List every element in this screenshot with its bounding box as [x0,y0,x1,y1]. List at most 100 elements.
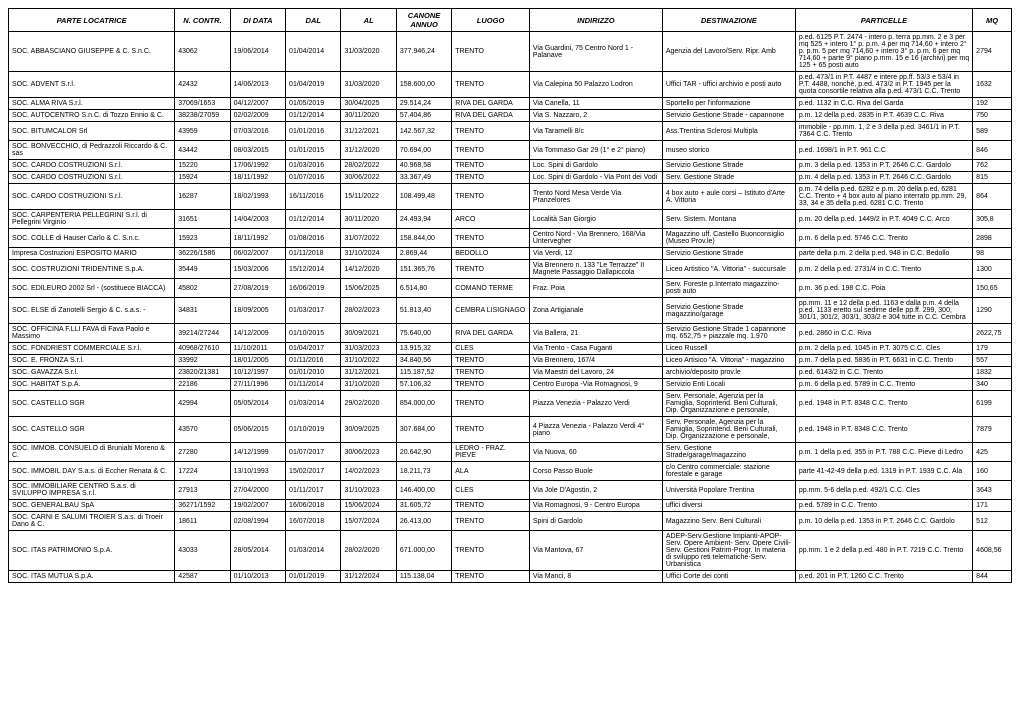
cell: p.ed. 201 in P.T. 1260 C.C. Trento [795,571,972,583]
table-row: Impresa Costruzioni ESPOSITO MARIO36226/… [9,248,1012,260]
cell: 43062 [175,32,230,72]
cell: 33992 [175,355,230,367]
cell: 377.946,24 [396,32,451,72]
table-row: SOC. IMMOB. CONSUELO di Brunialti Moreno… [9,443,1012,462]
cell: Servizio Gestione Strade [662,160,795,172]
cell: SOC. CARNI E SALUMI TROIER S.a.s. di Tro… [9,512,175,531]
cell: c/o Centro commerciale: stazione foresta… [662,462,795,481]
cell: 31/12/2024 [341,571,396,583]
cell: 30/06/2022 [341,172,396,184]
cell: 10/12/1997 [230,367,285,379]
header-luogo: LUOGO [452,9,530,32]
cell: 14/12/1999 [230,443,285,462]
cell: 39214/27244 [175,324,230,343]
table-row: SOC. ADVENT S.r.l.4243214/06/201301/04/2… [9,72,1012,98]
cell: 33.367,49 [396,172,451,184]
cell: Via Jole D'Agostin, 2 [529,481,662,500]
cell: 01/01/2015 [286,141,341,160]
cell: SOC. ABBASCIANO GIUSEPPE & C. S.n.C. [9,32,175,72]
cell: 15/03/2006 [230,260,285,279]
cell: 864 [973,184,1012,210]
table-row: SOC. CASTELLO SGR4357005/06/201501/10/20… [9,417,1012,443]
cell: p.m. 10 della p.ed. 1353 in P.T. 2646 C.… [795,512,972,531]
cell: 846 [973,141,1012,160]
cell: 4 box auto + aule corsi – Istituto d'Art… [662,184,795,210]
cell: p.m. 36 p.ed. 198 C.C. Poia [795,279,972,298]
header-dest: DESTINAZIONE [662,9,795,32]
cell: 01/04/2014 [286,32,341,72]
table-row: SOC. CARPENTERIA PELLEGRINI S.r.l. di Pe… [9,210,1012,229]
cell: 14/12/2020 [341,260,396,279]
cell: p.ed. 1132 in C.C. Riva del Garda [795,98,972,110]
cell: Fraz. Poia [529,279,662,298]
cell: Via Verdi, 12 [529,248,662,260]
cell: 2898 [973,229,1012,248]
cell: Centro Nord - Via Brennero, 168/Via Unte… [529,229,662,248]
header-mq: MQ [973,9,1012,32]
cell: 75.640,00 [396,324,451,343]
cell: 158.844,00 [396,229,451,248]
cell: 31/03/2023 [341,343,396,355]
cell: SOC. CARDO COSTRUZIONI S.r.l. [9,172,175,184]
cell: 34831 [175,298,230,324]
cell: 18/11/1992 [230,172,285,184]
cell: p.m. 4 della p.ed. 1353 in P.T. 2646 C.C… [795,172,972,184]
cell: SOC. IMMOBILIARE CENTRO S.a.s. di SVILUP… [9,481,175,500]
cell: Liceo Artistico "A. Vittoria" - succursa… [662,260,795,279]
cell: 15/07/2024 [341,512,396,531]
cell: 04/12/2007 [230,98,285,110]
cell: p.ed. 1948 in P.T. 8348 C.C. Trento [795,391,972,417]
cell: p.m. 2 della p.ed. 2731/4 in C.C. Trento [795,260,972,279]
cell: 42587 [175,571,230,583]
cell: SOC. EDILEURO 2002 Srl - (sostituece BIA… [9,279,175,298]
cell: 31/07/2022 [341,229,396,248]
cell: 31651 [175,210,230,229]
cell: 27/04/2000 [230,481,285,500]
cell: TRENTO [452,141,530,160]
cell: 15/11/2022 [341,184,396,210]
cell: TRENTO [452,355,530,367]
cell: 18/11/1992 [230,229,285,248]
cell: 1300 [973,260,1012,279]
cell: 146.400,00 [396,481,451,500]
cell: 17/06/1992 [230,160,285,172]
cell: SOC. GENERALBAU SpA [9,500,175,512]
cell: p.ed. 1698/1 in P.T. 961 C.C [795,141,972,160]
cell: Via Brennero, 167/4 [529,355,662,367]
table-row: SOC. CARNI E SALUMI TROIER S.a.s. di Tro… [9,512,1012,531]
cell: 16/06/2019 [286,279,341,298]
cell: 31/10/2020 [341,379,396,391]
cell: TRENTO [452,122,530,141]
cell: p.ed. 1948 in P.T. 8348 C.C. Trento [795,417,972,443]
cell: BEDOLLO [452,248,530,260]
cell: 171 [973,500,1012,512]
cell: 31/10/2024 [341,248,396,260]
cell: 815 [973,172,1012,184]
cell: 36271/1592 [175,500,230,512]
cell: SOC. ITAS PATRIMONIO S.p.A. [9,531,175,571]
cell: 340 [973,379,1012,391]
cell: 24.493,94 [396,210,451,229]
cell: Serv. Gestione Strade [662,172,795,184]
cell: 844 [973,571,1012,583]
cell: 13.915,32 [396,343,451,355]
cell: SOC. CARPENTERIA PELLEGRINI S.r.l. di Pe… [9,210,175,229]
cell: Loc. Spini di Gardolo - Via Pont dei Vod… [529,172,662,184]
cell: 28/02/2023 [341,298,396,324]
cell: 108.499,48 [396,184,451,210]
cell: SOC. AUTOCENTRO S.n.C. di Tozzo Ennio & … [9,110,175,122]
cell: 115.138,04 [396,571,451,583]
cell: Via Maestri del Lavoro, 24 [529,367,662,379]
cell: 115.187,52 [396,367,451,379]
cell: RIVA DEL GARDA [452,110,530,122]
cell: Università Popolare Trentina [662,481,795,500]
cell: p.ed. 6143/2 in C.C. Trento [795,367,972,379]
cell: p.m. 7 della p.ed. 5836 in P.T. 6631 in … [795,355,972,367]
cell: 01/01/2010 [286,367,341,379]
cell: Servizio Gestione Strade magazzino/garag… [662,298,795,324]
cell: Via S. Nazzaro, 2 [529,110,662,122]
cell: 30/11/2020 [341,110,396,122]
cell: 31/03/2020 [341,32,396,72]
table-body: SOC. ABBASCIANO GIUSEPPE & C. S.n.C.4306… [9,32,1012,583]
cell: Via Manci, 8 [529,571,662,583]
